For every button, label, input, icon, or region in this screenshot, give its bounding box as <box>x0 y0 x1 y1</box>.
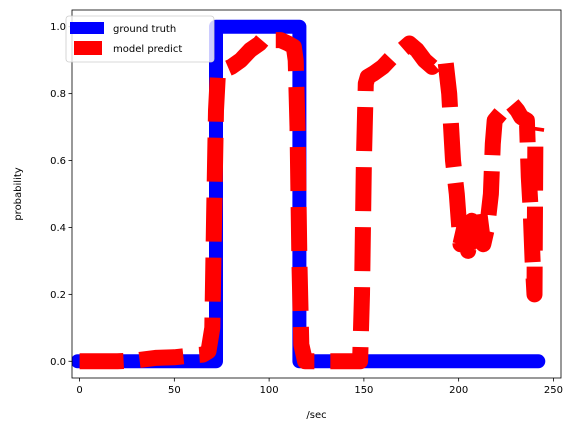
y-tick-label: 0.4 <box>50 223 66 234</box>
x-tick-label: 150 <box>354 385 373 396</box>
plot-frame <box>71 9 562 379</box>
x-tick-label: 0 <box>76 385 82 396</box>
legend-label-model-predict: model predict <box>113 44 182 55</box>
x-tick-label: 100 <box>260 385 279 396</box>
x-axis: 0 50 100 150 200 250 <box>76 378 563 396</box>
series-layer <box>72 19 546 370</box>
y-tick-label: 0.8 <box>50 89 66 100</box>
y-axis-label: probability <box>13 167 24 220</box>
x-axis-label: /sec <box>306 410 326 421</box>
y-tick-label: 0.2 <box>50 290 66 301</box>
y-tick-label: 0.6 <box>50 156 66 167</box>
y-tick-label: 1.0 <box>50 22 66 33</box>
x-tick-label: 250 <box>544 385 563 396</box>
legend-label-ground-truth: ground truth <box>113 24 176 35</box>
legend: ground truth model predict <box>65 15 215 63</box>
y-tick-label: 0.0 <box>50 357 66 368</box>
x-tick-label: 50 <box>168 385 181 396</box>
x-tick-label: 200 <box>449 385 468 396</box>
series-line-model-predict <box>79 28 545 370</box>
